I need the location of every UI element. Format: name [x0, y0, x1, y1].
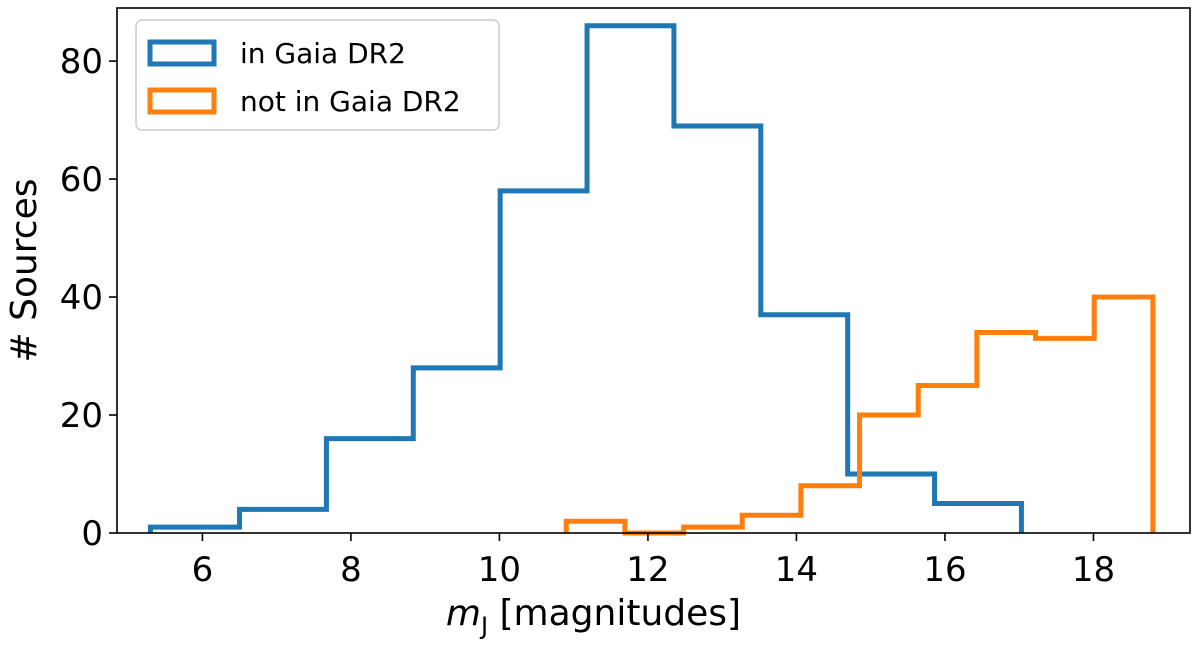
legend-label-not-in-gaia: not in Gaia DR2 [240, 85, 461, 118]
y-tick-label: 0 [81, 514, 103, 554]
y-tick-label: 20 [60, 396, 103, 436]
x-tick-label: 14 [775, 550, 818, 590]
legend-swatch-in-gaia [147, 39, 217, 67]
x-tick-label: 10 [478, 550, 521, 590]
x-tick-label: 8 [340, 550, 362, 590]
x-tick-label: 18 [1072, 550, 1115, 590]
ticks-layer: 6 8 10 12 14 16 18 0 20 40 60 80 [60, 42, 1115, 590]
histogram-series-0 [147, 23, 1024, 533]
x-tick-label: 12 [626, 550, 669, 590]
legend-box [135, 19, 500, 131]
x-axis-label-units: [magnitudes] [488, 593, 741, 634]
x-axis-label-subscript: J [479, 612, 488, 640]
legend: in Gaia DR2 not in Gaia DR2 [135, 19, 500, 131]
y-tick-label: 40 [60, 278, 103, 318]
x-axis-label: mJ [magnitudes] [446, 593, 741, 640]
plot-frame [116, 7, 1191, 534]
legend-label-in-gaia: in Gaia DR2 [240, 37, 406, 70]
legend-swatch-not-in-gaia [147, 87, 217, 115]
x-tick-label: 6 [192, 550, 214, 590]
x-axis-label-symbol: m [446, 593, 481, 634]
y-tick-label: 60 [60, 160, 103, 200]
x-tick-label: 16 [923, 550, 966, 590]
y-axis-label: # Sources [4, 178, 45, 362]
histogram-series-1 [563, 294, 1156, 536]
y-tick-label: 80 [60, 42, 103, 82]
